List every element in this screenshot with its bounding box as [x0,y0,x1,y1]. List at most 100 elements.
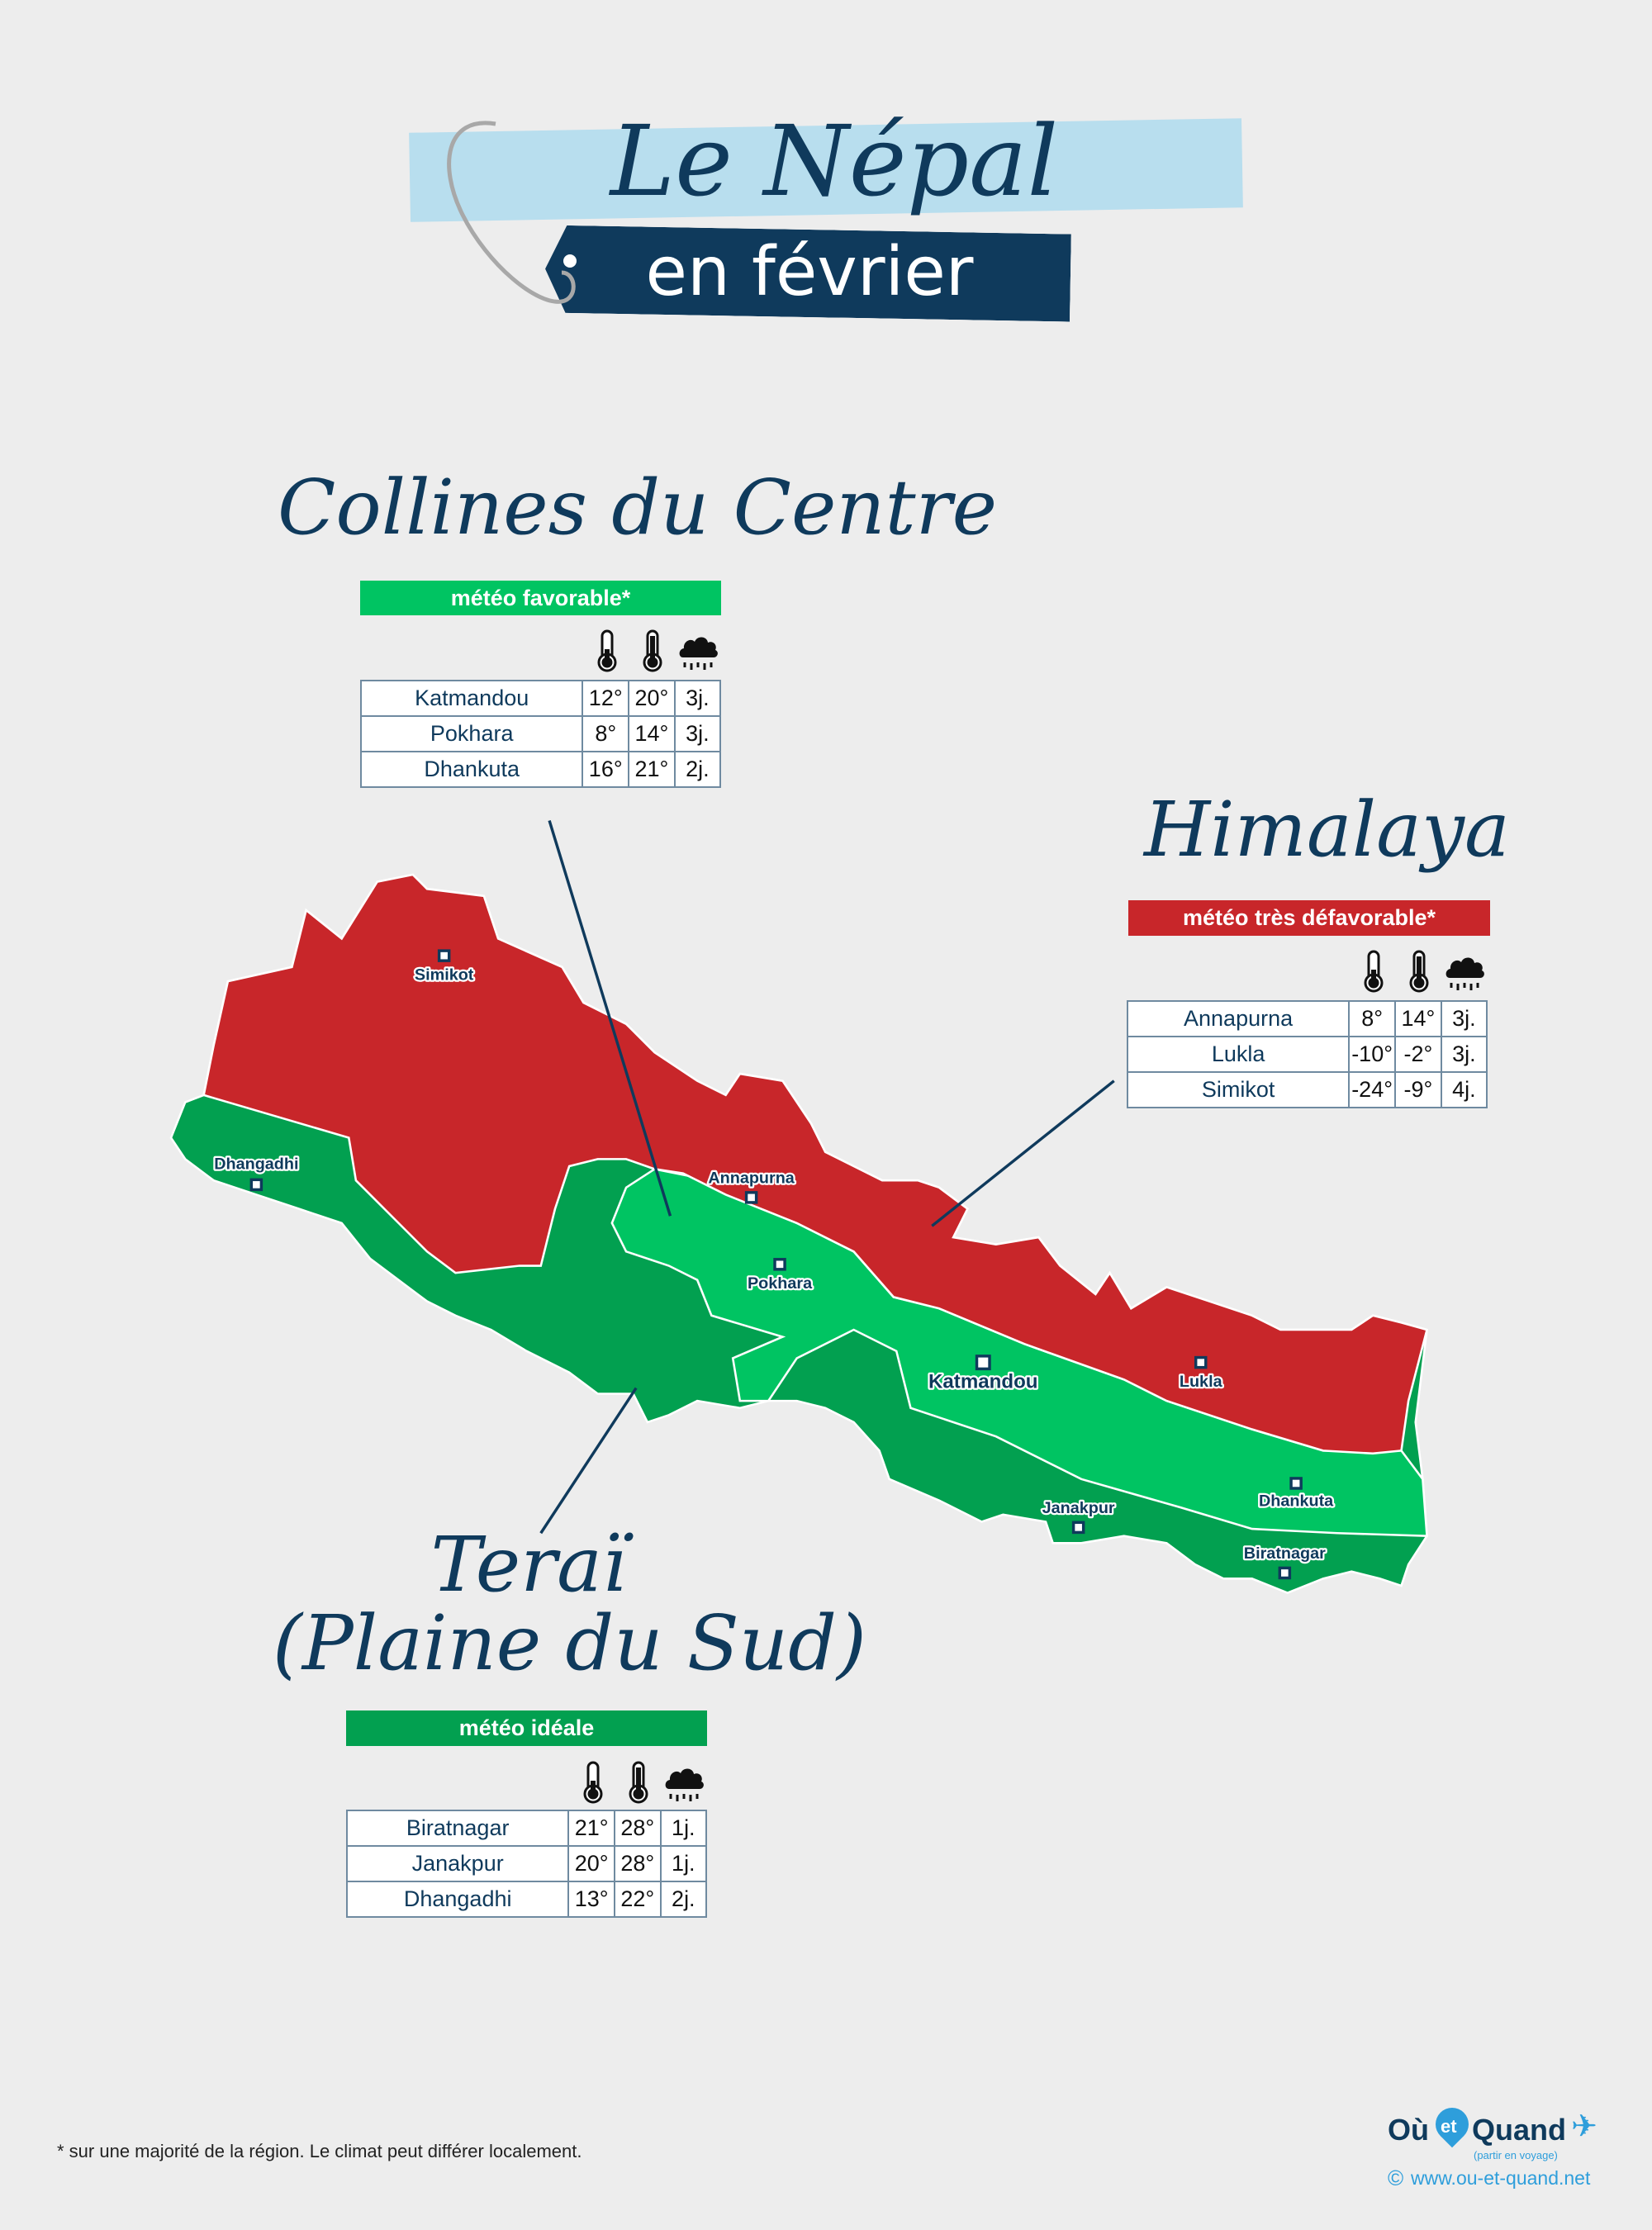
region-title-collines: Collines du Centre [278,463,998,552]
city-name: Dhankuta [359,751,584,788]
temp-max: 28° [613,1810,662,1847]
column-icons [585,629,722,672]
region-himalaya[interactable] [202,873,1429,1455]
cloud-rain-icon [676,629,722,672]
pointer-collines [548,820,672,1217]
logo-quand: Quand [1472,2113,1566,2147]
rain-days: 3j. [673,715,722,752]
temp-min: 8° [1348,1000,1397,1037]
table-row: Janakpur 20° 28° 1j. [345,1845,708,1882]
logo[interactable]: Où et Quand ✈ (partir en voyage) © www.o… [1388,2100,1611,2199]
city-name: Janakpur [345,1845,570,1882]
temp-min: -10° [1348,1036,1397,1073]
column-icons [1351,950,1488,993]
temp-max: 28° [613,1845,662,1882]
rain-days: 3j. [1440,1000,1488,1037]
region-title-terai: Teraï [430,1521,627,1609]
temp-max: 14° [628,715,676,752]
city-marker-lukla[interactable] [1194,1355,1208,1369]
temp-min: 12° [582,680,630,717]
weather-table-terai: Biratnagar 21° 28° 1j. Janakpur 20° 28° 1j. Dhan… [345,1810,708,1918]
rain-days: 2j. [673,751,722,788]
temp-min: 16° [582,751,630,788]
city-label: Janakpur [1042,1499,1115,1517]
city-name: Simikot [1126,1071,1351,1108]
thermometer-low-icon [1351,950,1396,993]
temp-min: -24° [1348,1071,1397,1108]
temp-max: 21° [628,751,676,788]
logo-et: et [1441,2116,1457,2137]
cloud-rain-icon [662,1761,708,1804]
rain-days: 2j. [659,1881,708,1918]
thermometer-low-icon [585,629,629,672]
pointer-himalaya [931,1079,1115,1227]
column-icons [571,1761,708,1804]
city-name: Dhangadhi [345,1881,570,1918]
thermometer-high-icon [1396,950,1442,993]
weather-table-himalaya: Annapurna 8° 14° 3j. Lukla -10° -2° 3j. Simikot -… [1126,1000,1488,1108]
table-row: Lukla -10° -2° 3j. [1126,1036,1488,1073]
temp-min: 13° [567,1881,615,1918]
city-marker-dhankuta[interactable] [1289,1477,1303,1490]
city-label: Simikot [415,966,474,984]
table-row: Pokhara 8° 14° 3j. [359,715,722,752]
table-row: Annapurna 8° 14° 3j. [1126,1000,1488,1037]
logo-tagline: (partir en voyage) [1474,2149,1558,2161]
thermometer-low-icon [571,1761,615,1804]
city-name: Lukla [1126,1036,1351,1073]
temp-max: 20° [628,680,676,717]
table-row: Dhangadhi 13° 22° 2j. [345,1881,708,1918]
page-subtitle: en février [645,233,974,311]
region-subtitle-terai: (Plaine du Sud) [273,1599,866,1687]
temp-max: 22° [613,1881,662,1918]
copyright-icon: © [1388,2166,1404,2190]
city-marker-pokhara[interactable] [773,1258,786,1271]
temp-min: 20° [567,1845,615,1882]
city-label: Annapurna [708,1170,795,1188]
table-row: Simikot -24° -9° 4j. [1126,1071,1488,1108]
city-label: Pokhara [748,1274,813,1293]
cloud-rain-icon [1442,950,1488,993]
rain-days: 4j. [1440,1071,1488,1108]
rain-days: 1j. [659,1845,708,1882]
rating-badge-terai: météo idéale [346,1710,707,1746]
tag-string-icon [447,121,577,304]
city-marker-biratnagar[interactable] [1278,1566,1292,1580]
city-label: Lukla [1180,1373,1223,1391]
temp-min: 8° [582,715,630,752]
city-label: Dhangadhi [214,1155,298,1173]
city-name: Biratnagar [345,1810,570,1847]
city-label: Dhankuta [1259,1492,1334,1511]
city-marker-katmandou[interactable] [975,1355,991,1371]
temp-max: -2° [1394,1036,1442,1073]
temp-min: 21° [567,1810,615,1847]
rain-days: 1j. [659,1810,708,1847]
rating-badge-himalaya: météo très défavorable* [1128,900,1490,936]
table-row: Dhankuta 16° 21° 2j. [359,751,722,788]
city-marker-dhangadhi[interactable] [249,1178,263,1192]
thermometer-high-icon [629,629,676,672]
pointer-terai [539,1387,638,1535]
temp-max: 14° [1394,1000,1442,1037]
weather-table-collines: Katmandou 12° 20° 3j. Pokhara 8° 14° 3j. Dhankut… [359,680,722,788]
rain-days: 3j. [1440,1036,1488,1073]
region-title-himalaya: Himalaya [1144,785,1510,874]
website-link[interactable]: www.ou-et-quand.net [1411,2167,1591,2189]
city-label: Katmandou [928,1371,1038,1393]
rating-badge-collines: météo favorable* [360,581,721,615]
thermometer-high-icon [615,1761,662,1804]
city-label: Biratnagar [1244,1544,1326,1563]
city-marker-simikot[interactable] [437,949,451,962]
rain-days: 3j. [673,680,722,717]
temp-max: -9° [1394,1071,1442,1108]
page-title: Le Népal [610,104,1059,218]
table-row: Biratnagar 21° 28° 1j. [345,1810,708,1847]
city-name: Katmandou [359,680,584,717]
airplane-icon: ✈ [1571,2109,1597,2144]
city-marker-janakpur[interactable] [1071,1521,1085,1535]
city-name: Pokhara [359,715,584,752]
city-marker-annapurna[interactable] [744,1191,758,1204]
footnote: * sur une majorité de la région. Le clim… [57,2141,582,2161]
